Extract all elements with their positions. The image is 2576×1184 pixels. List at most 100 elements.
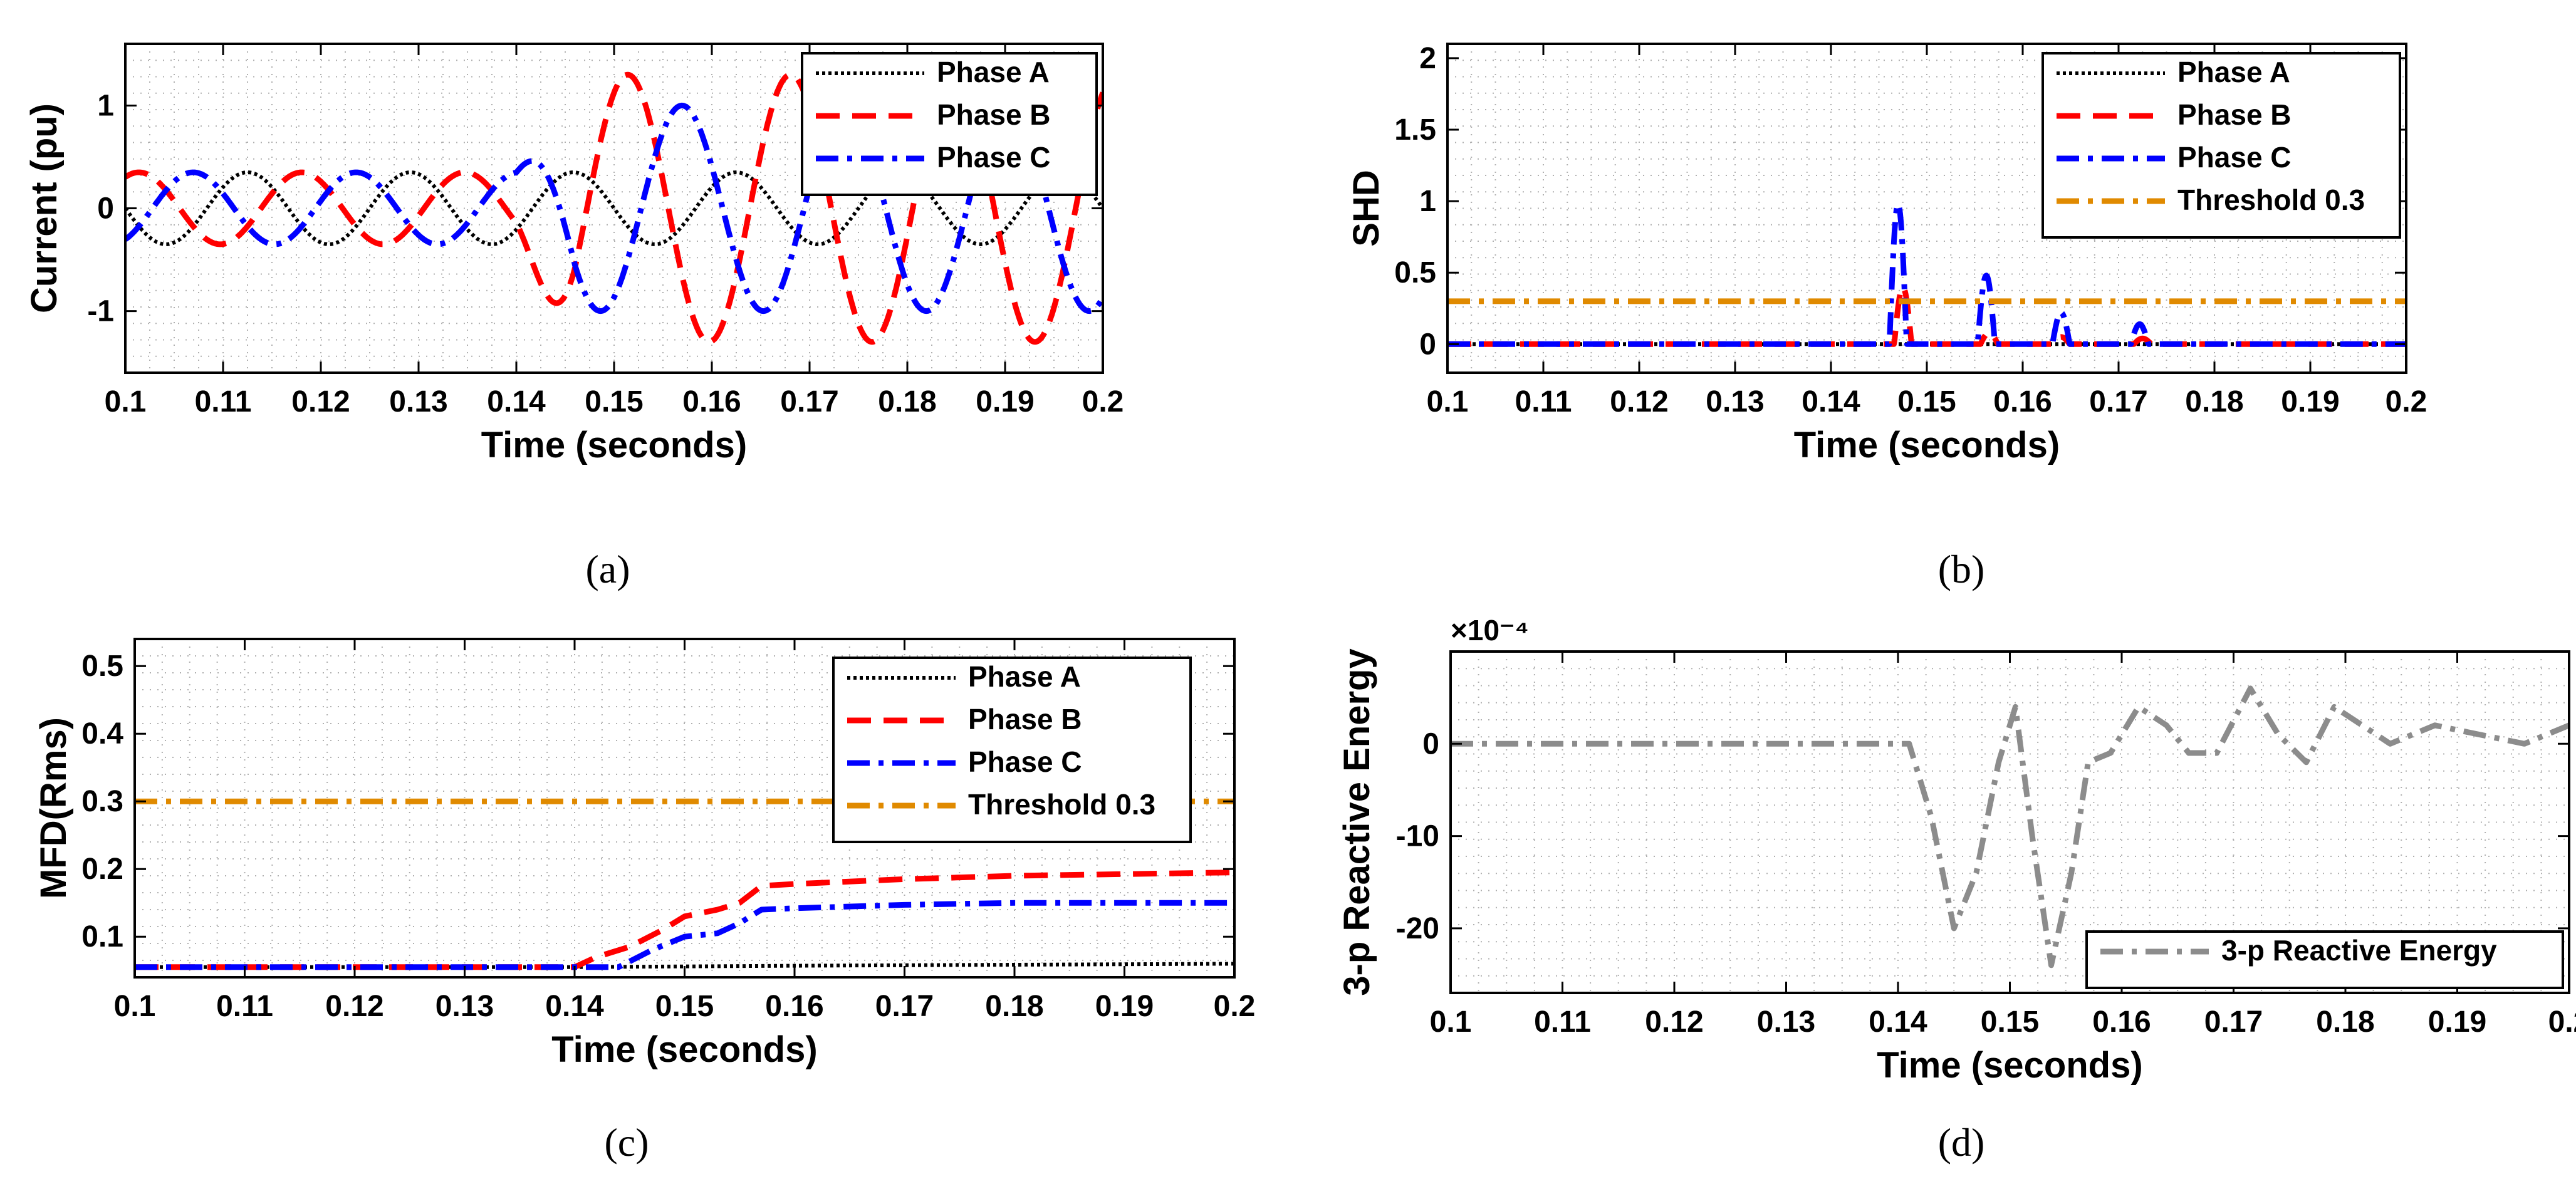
x-tick-label: 0.11 — [1534, 1005, 1591, 1039]
x-tick-label: 0.11 — [195, 385, 252, 418]
x-tick-label: 0.13 — [389, 385, 447, 418]
legend: Phase A Phase B Phase C — [801, 52, 1098, 196]
y-axis-label: 3-p Reactive Energy — [1337, 648, 1377, 995]
x-tick-label: 0.1 — [1430, 1005, 1472, 1039]
panel-c: 0.1 0.11 0.12 0.13 0.14 0.15 0.16 0.17 0.18 0.19 0… — [33, 638, 1256, 1070]
y-tick-label: -20 — [1396, 912, 1439, 945]
x-tick-label: 0.19 — [1095, 990, 1154, 1023]
caption-c: (c) — [604, 1120, 649, 1165]
series-group — [1451, 685, 2569, 968]
y-tick-label: 0 — [97, 192, 114, 226]
x-tick-label: 0.12 — [325, 990, 383, 1023]
legend-label: Phase B — [968, 703, 1082, 735]
legend-label: Threshold 0.3 — [2177, 184, 2365, 216]
legend-label: Phase A — [2177, 56, 2290, 88]
x-tick-label: 0.16 — [682, 385, 741, 418]
x-tick-label: 0.19 — [976, 385, 1034, 418]
legend-label: Threshold 0.3 — [968, 788, 1155, 821]
x-tick-label: 0.18 — [878, 385, 936, 418]
y-tick-label: 1 — [97, 89, 114, 122]
x-tick-label: 0.17 — [875, 990, 934, 1023]
x-tick-label: 0.1 — [105, 385, 147, 418]
y-axis-label: Current (pu) — [24, 103, 65, 313]
y-tick-label: 0.3 — [81, 785, 123, 818]
x-axis-label: Time (seconds) — [1794, 425, 2060, 465]
y-tick-label: 0.5 — [1394, 256, 1436, 289]
legend: Phase A Phase B Phase C Threshold 0.3 — [2042, 52, 2401, 239]
x-tick-label: 0.2 — [2548, 1005, 2576, 1039]
x-tick-label: 0.11 — [216, 990, 273, 1023]
x-tick-label: 0.18 — [985, 990, 1043, 1023]
panel-b: 0.1 0.11 0.12 0.13 0.14 0.15 0.16 0.17 0.18 0.19 0… — [1346, 42, 2427, 465]
series-line-phase-b — [1447, 284, 2406, 347]
x-tick-label: 0.19 — [2281, 385, 2339, 418]
legend-label: Phase C — [968, 745, 1082, 778]
x-tick-label: 0.17 — [780, 385, 838, 418]
caption-b: (b) — [1938, 547, 1985, 591]
x-axis-label: Time (seconds) — [481, 425, 747, 465]
x-tick-label: 0.13 — [1757, 1005, 1815, 1039]
y-tick-label: 2 — [1419, 42, 1436, 75]
x-tick-label: 0.15 — [585, 385, 643, 418]
x-tick-label: 0.18 — [2316, 1005, 2374, 1039]
grid — [134, 638, 1235, 978]
series-line-phase-c — [1447, 201, 2406, 347]
x-tick-label: 0.13 — [435, 990, 494, 1023]
legend: 3-p Reactive Energy — [2085, 930, 2564, 989]
legend-label: Phase A — [937, 56, 1050, 88]
x-tick-label: 0.15 — [1897, 385, 1956, 418]
y-axis-label: SHD — [1346, 170, 1387, 246]
x-tick-label: 0.14 — [1802, 385, 1860, 418]
legend-box — [2085, 930, 2564, 989]
y-tick-label: -1 — [87, 295, 114, 328]
panel-d: 0.1 0.11 0.12 0.13 0.14 0.15 0.16 0.17 0.18 0.19 0… — [1337, 614, 2576, 1086]
x-tick-label: 0.16 — [1993, 385, 2052, 418]
x-tick-label: 0.2 — [2386, 385, 2427, 418]
x-tick-label: 0.12 — [291, 385, 350, 418]
y-tick-label: 1.5 — [1394, 113, 1436, 147]
y-exponent-label: ×10⁻⁴ — [1451, 614, 1529, 647]
x-tick-label: 0.18 — [2185, 385, 2243, 418]
x-tick-label: 0.16 — [2092, 1005, 2151, 1039]
legend-label: Phase C — [2177, 141, 2292, 174]
legend-label: 3-p Reactive Energy — [2221, 934, 2497, 967]
x-tick-label: 0.15 — [655, 990, 714, 1023]
x-axis-label: Time (seconds) — [1877, 1045, 2142, 1086]
y-tick-label: 0.2 — [81, 853, 123, 886]
x-tick-label: 0.12 — [1610, 385, 1668, 418]
y-tick-label: 1 — [1419, 185, 1436, 218]
x-tick-label: 0.1 — [114, 990, 156, 1023]
caption-d: (d) — [1938, 1120, 1985, 1165]
series-group — [125, 71, 1103, 345]
x-tick-label: 0.2 — [1214, 990, 1256, 1023]
x-axis-label: Time (seconds) — [551, 1029, 817, 1070]
legend-label: Phase B — [937, 98, 1051, 131]
x-tick-label: 0.14 — [545, 990, 604, 1023]
x-tick-label: 0.16 — [765, 990, 823, 1023]
series-line-phase-b — [125, 71, 1103, 345]
legend-label: Phase A — [968, 660, 1081, 693]
x-tick-label: 0.17 — [2204, 1005, 2263, 1039]
x-tick-label: 0.19 — [2428, 1005, 2486, 1039]
x-tick-label: 0.12 — [1645, 1005, 1703, 1039]
y-tick-label: 0.4 — [81, 717, 123, 750]
legend-box — [832, 657, 1192, 843]
y-tick-label: 0.5 — [81, 650, 123, 683]
x-tick-label: 0.1 — [1427, 385, 1469, 418]
x-tick-label: 0.2 — [1082, 385, 1124, 418]
x-tick-label: 0.13 — [1706, 385, 1764, 418]
panel-a: 0.1 0.11 0.12 0.13 0.14 0.15 0.16 0.17 0.18 0.19 0… — [24, 43, 1124, 465]
series-line-phase-a — [125, 170, 1103, 246]
legend-box — [2042, 52, 2401, 239]
y-axis-label: MFD(Rms) — [33, 717, 74, 899]
series-line-phase-c — [135, 900, 1234, 970]
x-tick-label: 0.14 — [487, 385, 546, 418]
y-tick-label: 0 — [1422, 727, 1439, 761]
y-tick-label: 0.1 — [81, 920, 123, 953]
series-line-phase-b — [135, 870, 1234, 970]
legend-label: Phase B — [2177, 98, 2292, 131]
x-tick-label: 0.15 — [1981, 1005, 2039, 1039]
x-tick-label: 0.17 — [2089, 385, 2147, 418]
legend: Phase A Phase B Phase C Threshold 0.3 — [832, 657, 1192, 843]
